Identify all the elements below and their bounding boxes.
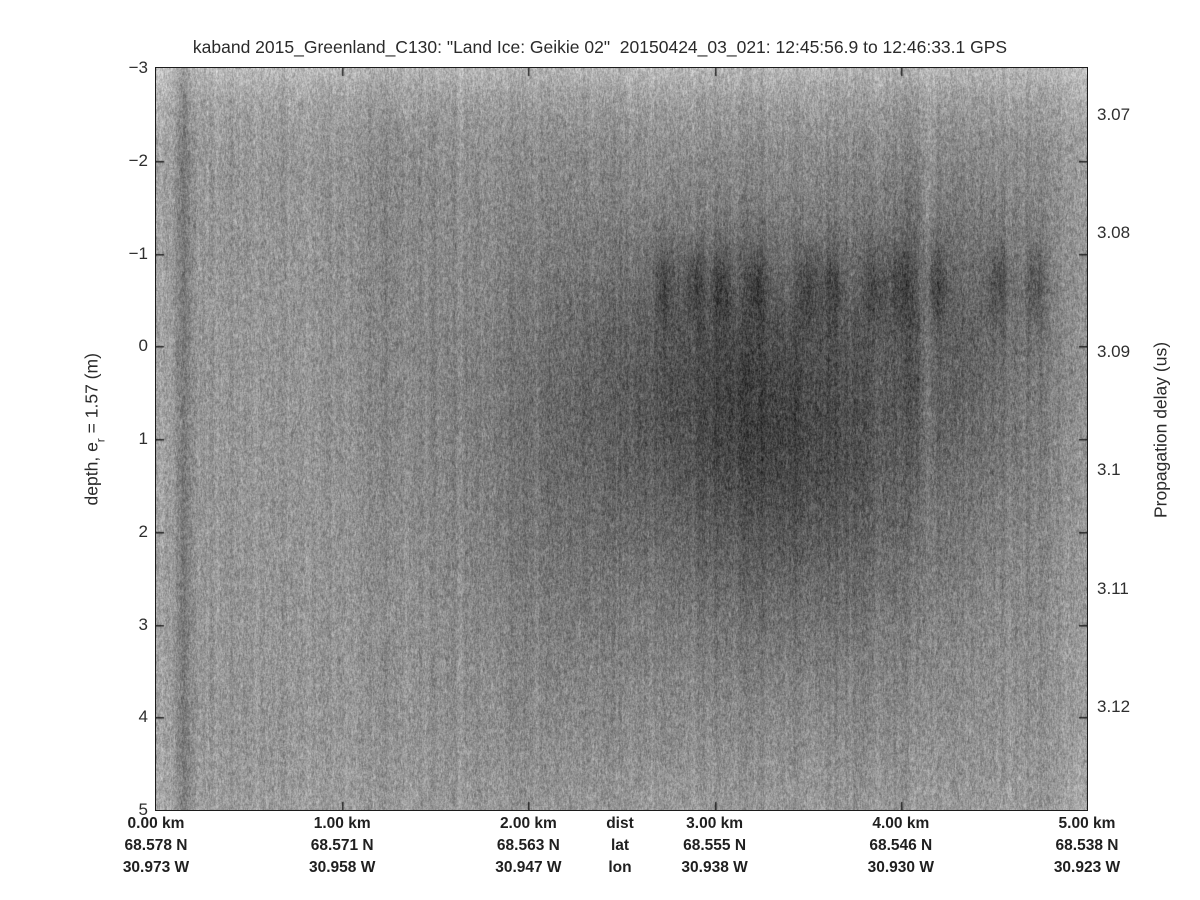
- y-left-tick-label: −1: [88, 243, 148, 265]
- plot-title: kaband 2015_Greenland_C130: "Land Ice: G…: [0, 37, 1200, 58]
- y-left-tick-label: 3: [88, 614, 148, 636]
- x-tick-latitude: 68.546 N: [841, 836, 961, 856]
- x-tick-distance: 1.00 km: [282, 814, 402, 834]
- y-right-tick-label: 3.11: [1097, 578, 1167, 600]
- radargram-image: [156, 68, 1087, 810]
- y-left-axis-label-suffix: = 1.57 (m): [81, 353, 101, 438]
- plot-area: [155, 67, 1088, 811]
- y-right-tick-label: 3.09: [1097, 341, 1167, 363]
- x-tick-latitude: 68.578 N: [96, 836, 216, 856]
- y-left-tick-label: −3: [88, 57, 148, 79]
- x-tick-longitude: 30.973 W: [96, 858, 216, 878]
- y-left-tick-label: −2: [88, 150, 148, 172]
- x-axis-row-header-lon: lon: [560, 858, 680, 878]
- x-axis-row-header-dist: dist: [560, 814, 680, 834]
- x-tick-latitude: 68.538 N: [1027, 836, 1147, 856]
- x-tick-latitude: 68.571 N: [282, 836, 402, 856]
- x-tick-distance: 0.00 km: [96, 814, 216, 834]
- radar-echogram-figure: kaband 2015_Greenland_C130: "Land Ice: G…: [0, 0, 1200, 900]
- y-left-tick-label: 1: [88, 428, 148, 450]
- y-right-tick-label: 3.12: [1097, 696, 1167, 718]
- y-right-tick-label: 3.08: [1097, 222, 1167, 244]
- x-axis-row-header-lat: lat: [560, 836, 680, 856]
- y-right-tick-label: 3.1: [1097, 459, 1167, 481]
- y-right-tick-label: 3.07: [1097, 104, 1167, 126]
- x-tick-longitude: 30.958 W: [282, 858, 402, 878]
- y-right-axis-label: Propagation delay (us): [1151, 342, 1172, 518]
- y-left-tick-label: 2: [88, 521, 148, 543]
- y-left-tick-label: 0: [88, 335, 148, 357]
- y-left-axis-label-prefix: depth, e: [81, 442, 101, 505]
- y-left-tick-label: 4: [88, 706, 148, 728]
- x-tick-distance: 5.00 km: [1027, 814, 1147, 834]
- x-tick-longitude: 30.923 W: [1027, 858, 1147, 878]
- x-tick-longitude: 30.930 W: [841, 858, 961, 878]
- x-tick-distance: 4.00 km: [841, 814, 961, 834]
